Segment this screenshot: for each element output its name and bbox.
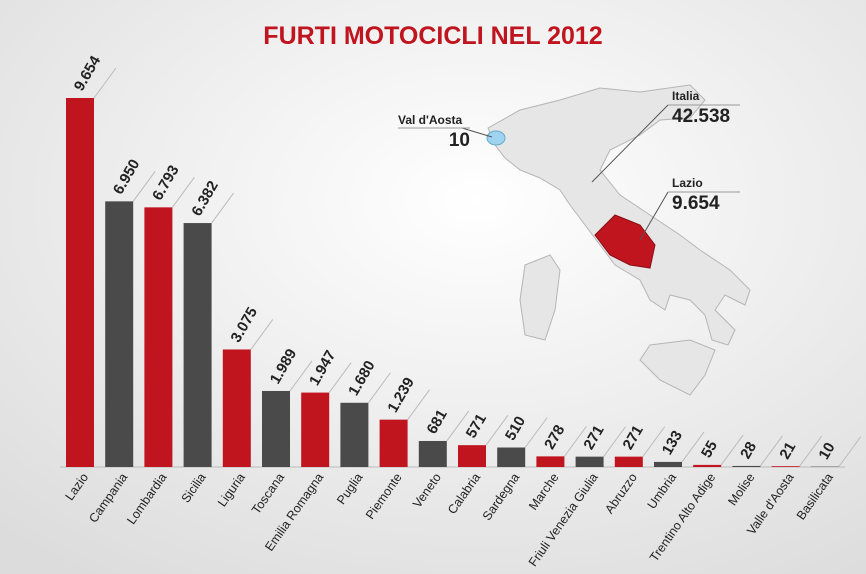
bar bbox=[536, 456, 565, 467]
label-leader bbox=[171, 177, 195, 208]
chart-title: FURTI MOTOCICLI NEL 2012 bbox=[263, 22, 602, 50]
bar bbox=[418, 440, 447, 467]
label-leader bbox=[799, 435, 823, 467]
bar bbox=[144, 207, 173, 468]
value-label: 10 bbox=[816, 440, 839, 463]
label-leader bbox=[407, 389, 431, 420]
bar bbox=[614, 456, 643, 467]
callout-line bbox=[461, 127, 493, 138]
label-leader bbox=[720, 434, 744, 466]
label-leader bbox=[446, 410, 470, 442]
map-val-aosta bbox=[486, 130, 506, 146]
annotation-name: Italia bbox=[672, 89, 700, 103]
label-leader bbox=[603, 426, 627, 457]
annotation-name: Lazio bbox=[672, 176, 703, 190]
value-label: 28 bbox=[737, 439, 760, 462]
label-leader bbox=[93, 67, 117, 99]
label-leader bbox=[524, 417, 548, 448]
value-label: 21 bbox=[776, 439, 799, 462]
label-leader bbox=[250, 319, 274, 350]
annotation-value: 10 bbox=[449, 130, 470, 151]
bar bbox=[654, 461, 682, 467]
bar bbox=[379, 419, 408, 467]
bar bbox=[183, 223, 212, 467]
label-leader bbox=[289, 360, 313, 392]
bar bbox=[340, 402, 369, 467]
map-sicily bbox=[639, 339, 716, 396]
bar bbox=[693, 464, 722, 467]
bar bbox=[105, 201, 134, 467]
label-leader bbox=[642, 426, 666, 457]
bar bbox=[497, 447, 526, 467]
bar bbox=[222, 349, 251, 467]
label-leader bbox=[367, 372, 391, 404]
bar bbox=[66, 98, 94, 467]
bar bbox=[575, 456, 604, 467]
label-leader bbox=[681, 431, 705, 463]
map bbox=[398, 84, 751, 396]
label-leader bbox=[132, 171, 156, 202]
callout-line bbox=[591, 104, 669, 183]
callout-line bbox=[639, 191, 669, 241]
value-label: 55 bbox=[698, 438, 721, 461]
annotation-value: 9.654 bbox=[672, 193, 720, 214]
label-leader bbox=[328, 362, 352, 393]
label-leader bbox=[838, 436, 862, 467]
label-leader bbox=[211, 192, 235, 224]
annotation-name: Val d'Aosta bbox=[398, 113, 463, 127]
label-leader bbox=[759, 435, 783, 467]
annotation-value: 42.538 bbox=[672, 106, 730, 127]
bar bbox=[732, 465, 761, 467]
bar bbox=[771, 466, 800, 467]
map-italy bbox=[487, 84, 751, 346]
bar bbox=[458, 445, 486, 467]
bar bbox=[262, 390, 290, 467]
map-lazio bbox=[594, 214, 656, 269]
label-leader bbox=[563, 426, 587, 457]
map-sardinia bbox=[519, 254, 561, 341]
label-leader bbox=[485, 414, 509, 446]
bar bbox=[301, 392, 330, 467]
